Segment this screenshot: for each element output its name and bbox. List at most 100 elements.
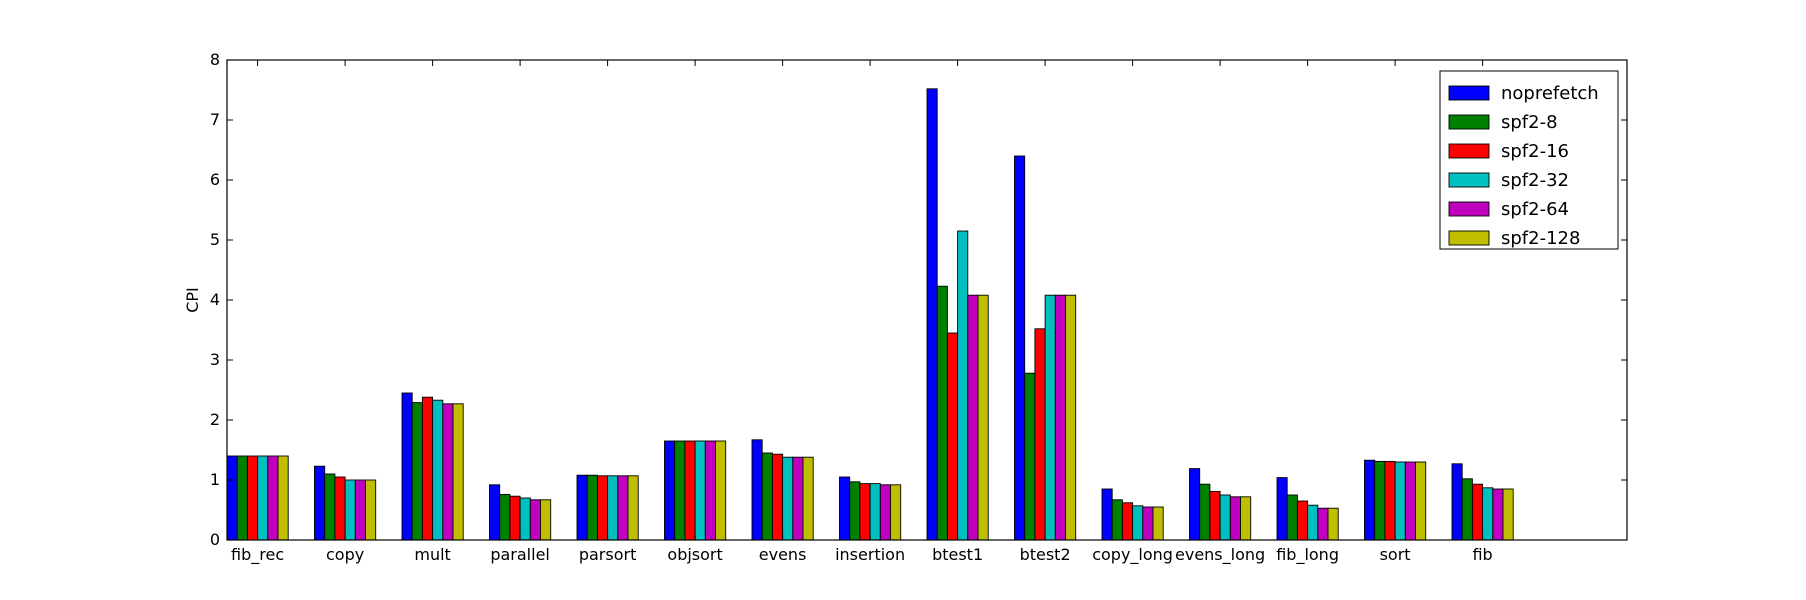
bar-spf2-128-objsort bbox=[715, 440, 727, 541]
y-tick-label: 5 bbox=[210, 230, 220, 249]
legend-label-noprefetch: noprefetch bbox=[1501, 83, 1599, 104]
y-tick-label: 4 bbox=[210, 290, 220, 309]
legend: noprefetch spf2-8 spf2-16 spf2-32 spf2-64 spf… bbox=[1439, 70, 1619, 250]
bar-spf2-8-objsort bbox=[674, 440, 686, 541]
bar-spf2-128-evens bbox=[802, 456, 814, 541]
bar-noprefetch-objsort bbox=[664, 440, 676, 541]
bar-spf2-8-parallel bbox=[499, 493, 511, 541]
bar-spf2-128-copy_long bbox=[1152, 506, 1164, 541]
bar-spf2-8-fib_long bbox=[1286, 494, 1298, 541]
bar-noprefetch-evens_long bbox=[1189, 468, 1201, 541]
bar-spf2-128-btest2 bbox=[1065, 294, 1077, 541]
x-tick-label-fib_rec: fib_rec bbox=[231, 545, 284, 565]
x-tick-label-fib: fib bbox=[1472, 545, 1492, 564]
bar-spf2-32-sort bbox=[1394, 461, 1406, 541]
bar-spf2-8-mult bbox=[411, 402, 423, 541]
bar-spf2-128-sort bbox=[1415, 461, 1427, 541]
bar-spf2-16-insertion bbox=[859, 483, 871, 541]
bar-spf2-64-insertion bbox=[879, 484, 891, 541]
bar-spf2-16-btest2 bbox=[1034, 328, 1046, 541]
bar-spf2-64-copy_long bbox=[1142, 506, 1154, 541]
x-tick-label-btest2: btest2 bbox=[1020, 545, 1071, 564]
bar-spf2-128-insertion bbox=[890, 484, 902, 541]
bar-spf2-32-btest2 bbox=[1044, 294, 1056, 541]
bar-noprefetch-fib_rec bbox=[226, 455, 238, 541]
x-tick-label-objsort: objsort bbox=[667, 545, 722, 564]
ticks-layer: 0 1 2 3 4 5 6 7 8 fib_rec copy mult parallel parsort o… bbox=[210, 50, 1627, 565]
bar-spf2-32-mult bbox=[432, 399, 444, 541]
legend-swatch-noprefetch bbox=[1448, 85, 1490, 101]
legend-label-spf2-32: spf2-32 bbox=[1501, 170, 1569, 191]
bar-spf2-8-insertion bbox=[849, 481, 861, 541]
bar-spf2-128-evens_long bbox=[1240, 496, 1252, 541]
legend-swatch-spf2-32 bbox=[1448, 172, 1490, 188]
legend-box bbox=[1439, 70, 1619, 250]
legend-swatch-spf2-128 bbox=[1448, 230, 1490, 246]
bar-noprefetch-evens bbox=[751, 439, 763, 541]
bar-spf2-32-evens bbox=[782, 456, 794, 541]
bar-spf2-32-insertion bbox=[869, 483, 881, 541]
bar-spf2-64-btest1 bbox=[967, 294, 979, 541]
bar-spf2-128-fib_long bbox=[1327, 507, 1339, 541]
bar-spf2-16-sort bbox=[1384, 460, 1396, 541]
legend-label-spf2-8: spf2-8 bbox=[1501, 112, 1558, 133]
bars-layer bbox=[226, 88, 1514, 541]
x-tick-label-insertion: insertion bbox=[835, 545, 905, 564]
bar-spf2-32-parallel bbox=[519, 497, 531, 541]
x-tick-label-copy: copy bbox=[326, 545, 364, 564]
y-tick-label: 8 bbox=[210, 50, 220, 69]
bar-spf2-16-fib_long bbox=[1296, 500, 1309, 541]
bar-spf2-128-parallel bbox=[540, 499, 552, 541]
bar-spf2-128-copy bbox=[365, 479, 377, 541]
legend-label-spf2-64: spf2-64 bbox=[1501, 199, 1569, 220]
bar-spf2-64-parsort bbox=[617, 475, 629, 541]
bar-spf2-16-btest1 bbox=[946, 332, 959, 541]
bar-spf2-64-sort bbox=[1404, 461, 1416, 541]
bar-spf2-8-sort bbox=[1374, 460, 1386, 541]
bar-spf2-64-btest2 bbox=[1054, 294, 1066, 541]
x-tick-label-sort: sort bbox=[1380, 545, 1411, 564]
x-tick-label-parallel: parallel bbox=[490, 545, 550, 564]
bar-spf2-64-evens bbox=[792, 456, 804, 541]
y-tick-label: 0 bbox=[210, 530, 220, 549]
bar-spf2-8-fib bbox=[1461, 478, 1473, 541]
bar-spf2-32-copy_long bbox=[1132, 505, 1144, 541]
bar-spf2-128-fib bbox=[1502, 488, 1514, 541]
x-tick-label-btest1: btest1 bbox=[932, 545, 983, 564]
bar-noprefetch-copy bbox=[314, 465, 326, 541]
bar-spf2-16-mult bbox=[421, 396, 434, 541]
bar-noprefetch-mult bbox=[401, 392, 413, 541]
legend-swatch-spf2-64 bbox=[1448, 201, 1490, 217]
bar-noprefetch-parsort bbox=[576, 474, 588, 541]
bar-spf2-64-fib_long bbox=[1317, 507, 1329, 541]
bar-spf2-8-evens bbox=[761, 452, 773, 541]
bar-spf2-16-copy_long bbox=[1121, 502, 1134, 541]
bar-noprefetch-insertion bbox=[839, 476, 851, 541]
bar-spf2-16-evens_long bbox=[1209, 490, 1221, 541]
bar-spf2-64-objsort bbox=[704, 440, 716, 541]
bar-spf2-32-parsort bbox=[607, 475, 619, 541]
bar-spf2-16-fib bbox=[1471, 483, 1484, 541]
bar-spf2-32-fib_long bbox=[1307, 504, 1319, 541]
y-tick-label: 1 bbox=[210, 470, 220, 489]
bar-spf2-16-objsort bbox=[684, 440, 696, 541]
legend-label-spf2-16: spf2-16 bbox=[1501, 141, 1569, 162]
bar-spf2-64-fib_rec bbox=[267, 455, 279, 541]
bar-spf2-16-evens bbox=[771, 453, 784, 541]
bar-noprefetch-btest2 bbox=[1014, 155, 1026, 541]
bar-spf2-32-copy bbox=[344, 479, 356, 541]
bar-spf2-8-btest2 bbox=[1024, 372, 1036, 541]
bar-spf2-64-evens_long bbox=[1229, 496, 1241, 541]
bar-spf2-32-evens_long bbox=[1219, 494, 1231, 541]
bar-spf2-128-parsort bbox=[627, 475, 639, 541]
legend-label-spf2-128: spf2-128 bbox=[1501, 228, 1580, 249]
bar-spf2-8-evens_long bbox=[1199, 483, 1211, 541]
x-tick-label-evens_long: evens_long bbox=[1175, 545, 1265, 565]
bar-spf2-8-parsort bbox=[586, 474, 598, 541]
bar-spf2-16-copy bbox=[334, 476, 346, 541]
bar-spf2-128-btest1 bbox=[977, 294, 989, 541]
y-tick-label: 7 bbox=[210, 110, 220, 129]
bar-noprefetch-btest1 bbox=[926, 88, 938, 541]
legend-swatch-spf2-16 bbox=[1448, 143, 1490, 159]
